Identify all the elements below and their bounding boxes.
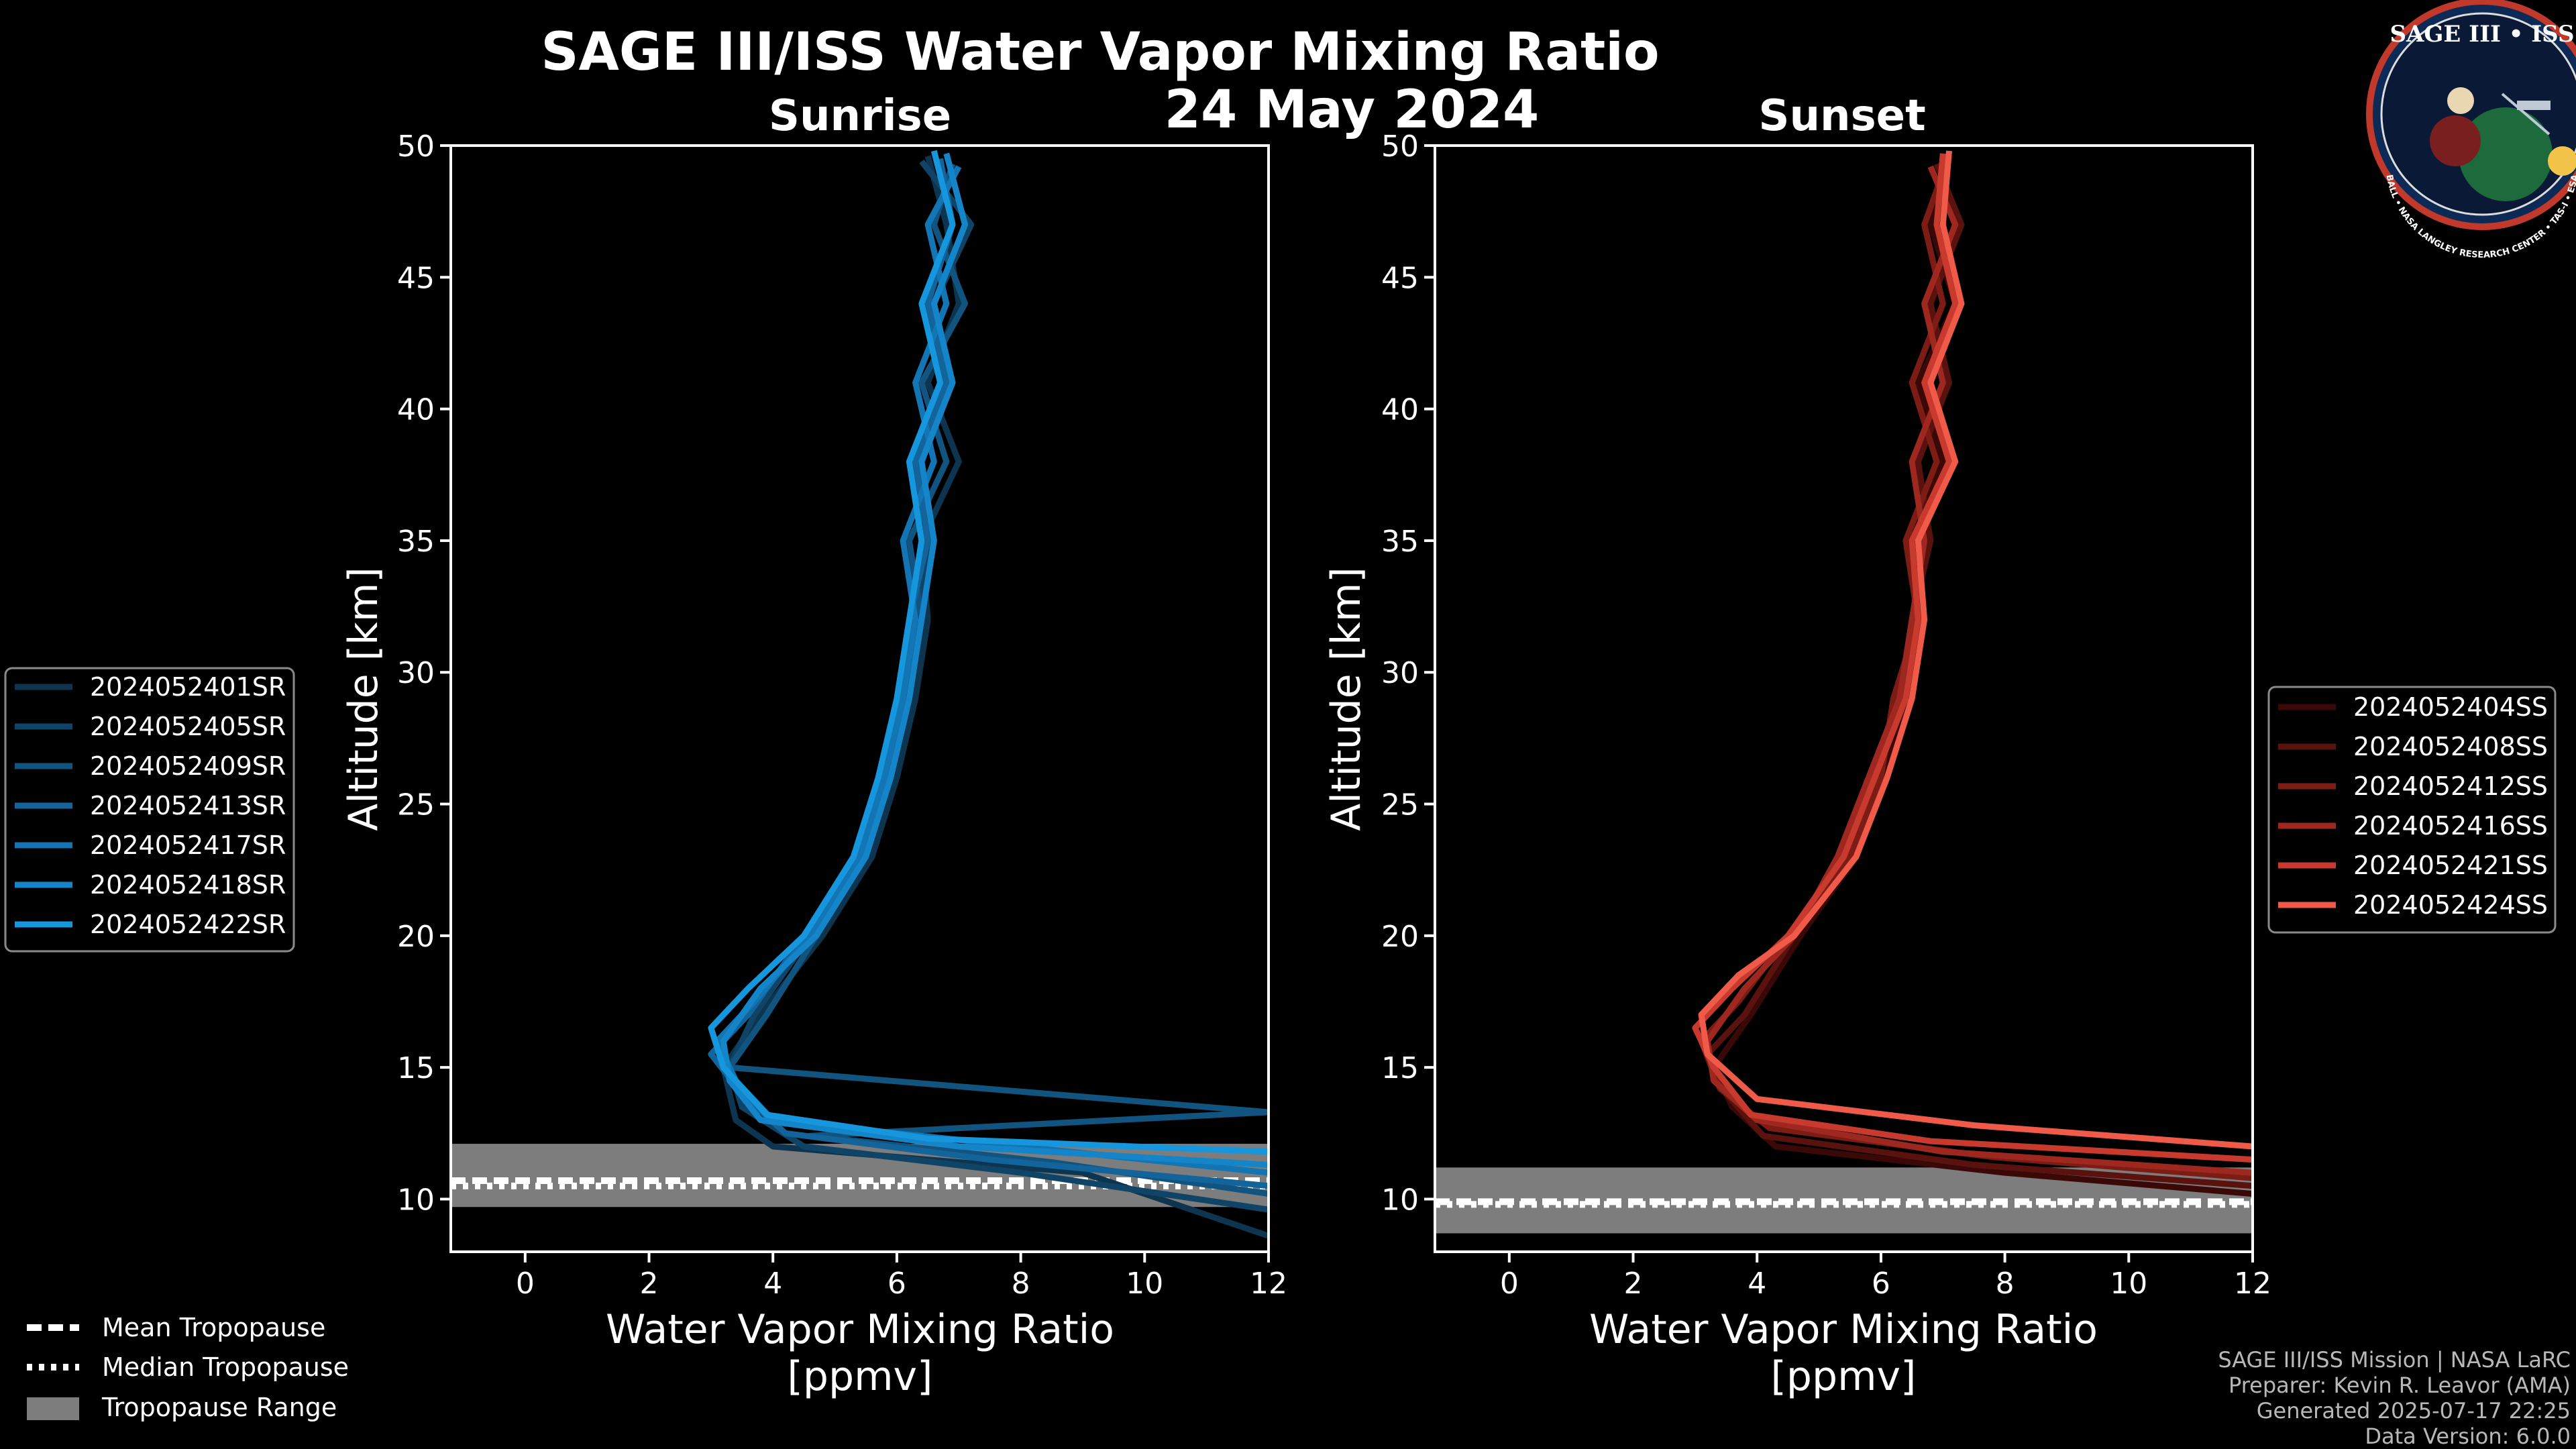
sunrise-x-tick-label: 0 bbox=[516, 1267, 535, 1301]
credit-line-preparer: Preparer: Kevin R. Leavor (AMA) bbox=[2229, 1373, 2571, 1398]
sunrise-x-tick-label: 4 bbox=[763, 1267, 782, 1301]
sunrise-x-axis-label-line2: [ppmv] bbox=[788, 1353, 933, 1400]
sunrise-legend-label: 2024052401SR bbox=[90, 672, 286, 702]
sunrise-y-tick-label: 15 bbox=[397, 1051, 435, 1085]
sunset-legend-frame bbox=[2267, 686, 2557, 934]
sunrise-legend-label: 2024052417SR bbox=[90, 830, 286, 860]
sunset-y-tick-label: 40 bbox=[1381, 393, 1419, 427]
sunset-legend-label: 2024052404SS bbox=[2353, 692, 2548, 722]
sunset-x-tick-label: 0 bbox=[1500, 1267, 1519, 1301]
sunset-x-tick-label: 2 bbox=[1624, 1267, 1643, 1301]
sunrise-y-tick-label: 25 bbox=[397, 788, 435, 822]
sunrise-y-tick-label: 10 bbox=[397, 1183, 435, 1217]
sunrise-legend-frame bbox=[4, 667, 295, 953]
legend-tropopause-range-label: Tropopause Range bbox=[101, 1393, 337, 1422]
sunset-x-axis-label-line2: [ppmv] bbox=[1771, 1353, 1917, 1400]
legend-tropopause-range-swatch bbox=[27, 1397, 79, 1420]
sunrise-series-2024052422SR bbox=[708, 150, 1269, 1155]
sunset-legend-label: 2024052416SS bbox=[2353, 811, 2548, 841]
chart-title: SAGE III/ISS Water Vapor Mixing Ratio bbox=[541, 22, 1659, 83]
sunset-legend-label: 2024052421SS bbox=[2353, 851, 2548, 880]
sunset-x-axis-label-line1: Water Vapor Mixing Ratio bbox=[1589, 1306, 2098, 1353]
sunrise-panel-title: Sunrise bbox=[769, 91, 951, 141]
sunrise-x-tick-label: 12 bbox=[1250, 1267, 1287, 1301]
sunset-x-tick-label: 8 bbox=[1996, 1267, 2015, 1301]
sunset-panel-title: Sunset bbox=[1758, 91, 1925, 141]
sunset-axes-frame bbox=[1434, 144, 2254, 1253]
sunrise-y-tick-label: 45 bbox=[397, 261, 435, 295]
chart-date: 24 May 2024 bbox=[1165, 80, 1540, 140]
sunrise-x-axis-label-line1: Water Vapor Mixing Ratio bbox=[606, 1306, 1114, 1353]
sunset-x-tick-label: 10 bbox=[2110, 1267, 2147, 1301]
credit-line-generated: Generated 2025-07-17 22:25 bbox=[2257, 1398, 2571, 1424]
sunset-legend-label: 2024052412SS bbox=[2353, 771, 2548, 801]
legend-median-tropopause-label: Median Tropopause bbox=[102, 1352, 349, 1382]
sunset-y-axis-label: Altitude [km] bbox=[1323, 567, 1370, 831]
credits: SAGE III/ISS Mission | NASA LaRC Prepare… bbox=[2218, 1347, 2571, 1449]
sunrise-x-tick-label: 6 bbox=[888, 1267, 906, 1301]
sunset-series-2024052424SS bbox=[1698, 150, 2253, 1150]
sunrise-panel: 0 2 4 6 8 10 12 10 15 20 25 30 35 40 45 50 Water Vapor … bbox=[340, 129, 1287, 1400]
sunset-legend-label: 2024052408SS bbox=[2353, 732, 2548, 761]
sunset-y-tick-label: 15 bbox=[1381, 1051, 1419, 1085]
sunrise-axes-frame bbox=[449, 144, 1270, 1253]
sunrise-y-axis-label: Altitude [km] bbox=[340, 567, 387, 831]
sunrise-series-2024052418SR bbox=[720, 152, 1269, 1168]
sunrise-x-tick-label: 8 bbox=[1012, 1267, 1030, 1301]
sunset-y-tick-label: 25 bbox=[1381, 788, 1419, 822]
sunrise-legend-label: 2024052413SR bbox=[90, 791, 286, 820]
sunrise-legend: 2024052401SR 2024052405SR 2024052409SR 2024… bbox=[4, 667, 295, 953]
tropopause-legend: Mean Tropopause Median Tropopause Tropop… bbox=[27, 1313, 349, 1422]
sunrise-y-tick-label: 30 bbox=[397, 656, 435, 690]
sunset-series-layer bbox=[1692, 150, 2253, 1197]
credit-line-version: Data Version: 6.0.0 bbox=[2365, 1424, 2571, 1449]
sunset-panel: 0 2 4 6 8 10 12 10 15 20 25 30 35 40 45 50 Water Vapor … bbox=[1323, 129, 2271, 1400]
sunset-series-2024052421SS bbox=[1692, 153, 2253, 1163]
sunrise-x-tick-label: 2 bbox=[640, 1267, 659, 1301]
sunset-legend: 2024052404SS 2024052408SS 2024052412SS 2024… bbox=[2267, 686, 2557, 934]
sunrise-y-tick-label: 50 bbox=[397, 129, 435, 164]
sunset-plot-area bbox=[1435, 146, 2253, 1252]
sunset-ticks: 0 2 4 6 8 10 12 10 15 20 25 30 35 40 45 50 bbox=[1381, 129, 2271, 1301]
sunset-y-tick-label: 30 bbox=[1381, 656, 1419, 690]
sunrise-y-tick-label: 35 bbox=[397, 525, 435, 559]
logo-text: SAGE III • ISS bbox=[2390, 21, 2574, 48]
sunrise-y-tick-label: 40 bbox=[397, 393, 435, 427]
sunset-x-tick-label: 4 bbox=[1748, 1267, 1766, 1301]
sunrise-legend-label: 2024052418SR bbox=[90, 870, 286, 900]
sunrise-legend-label: 2024052405SR bbox=[90, 712, 286, 741]
sunset-x-tick-label: 12 bbox=[2234, 1267, 2271, 1301]
sunrise-ticks: 0 2 4 6 8 10 12 10 15 20 25 30 35 40 45 50 bbox=[397, 129, 1287, 1301]
sunrise-x-tick-label: 10 bbox=[1126, 1267, 1163, 1301]
credit-line-mission: SAGE III/ISS Mission | NASA LaRC bbox=[2218, 1347, 2571, 1373]
legend-mean-tropopause-label: Mean Tropopause bbox=[102, 1313, 325, 1342]
sunrise-y-tick-label: 20 bbox=[397, 920, 435, 954]
sunset-y-tick-label: 35 bbox=[1381, 525, 1419, 559]
sunrise-plot-area bbox=[451, 146, 1269, 1252]
sunset-y-tick-label: 45 bbox=[1381, 261, 1419, 295]
sunset-y-tick-label: 10 bbox=[1381, 1183, 1419, 1217]
sunset-y-tick-label: 50 bbox=[1381, 129, 1419, 164]
sunset-y-tick-label: 20 bbox=[1381, 920, 1419, 954]
sunrise-legend-label: 2024052422SR bbox=[90, 910, 286, 939]
sunset-x-tick-label: 6 bbox=[1872, 1267, 1890, 1301]
sunrise-legend-label: 2024052409SR bbox=[90, 751, 286, 781]
sunset-legend-label: 2024052424SS bbox=[2353, 890, 2548, 920]
sunrise-series-layer bbox=[708, 150, 1269, 1239]
